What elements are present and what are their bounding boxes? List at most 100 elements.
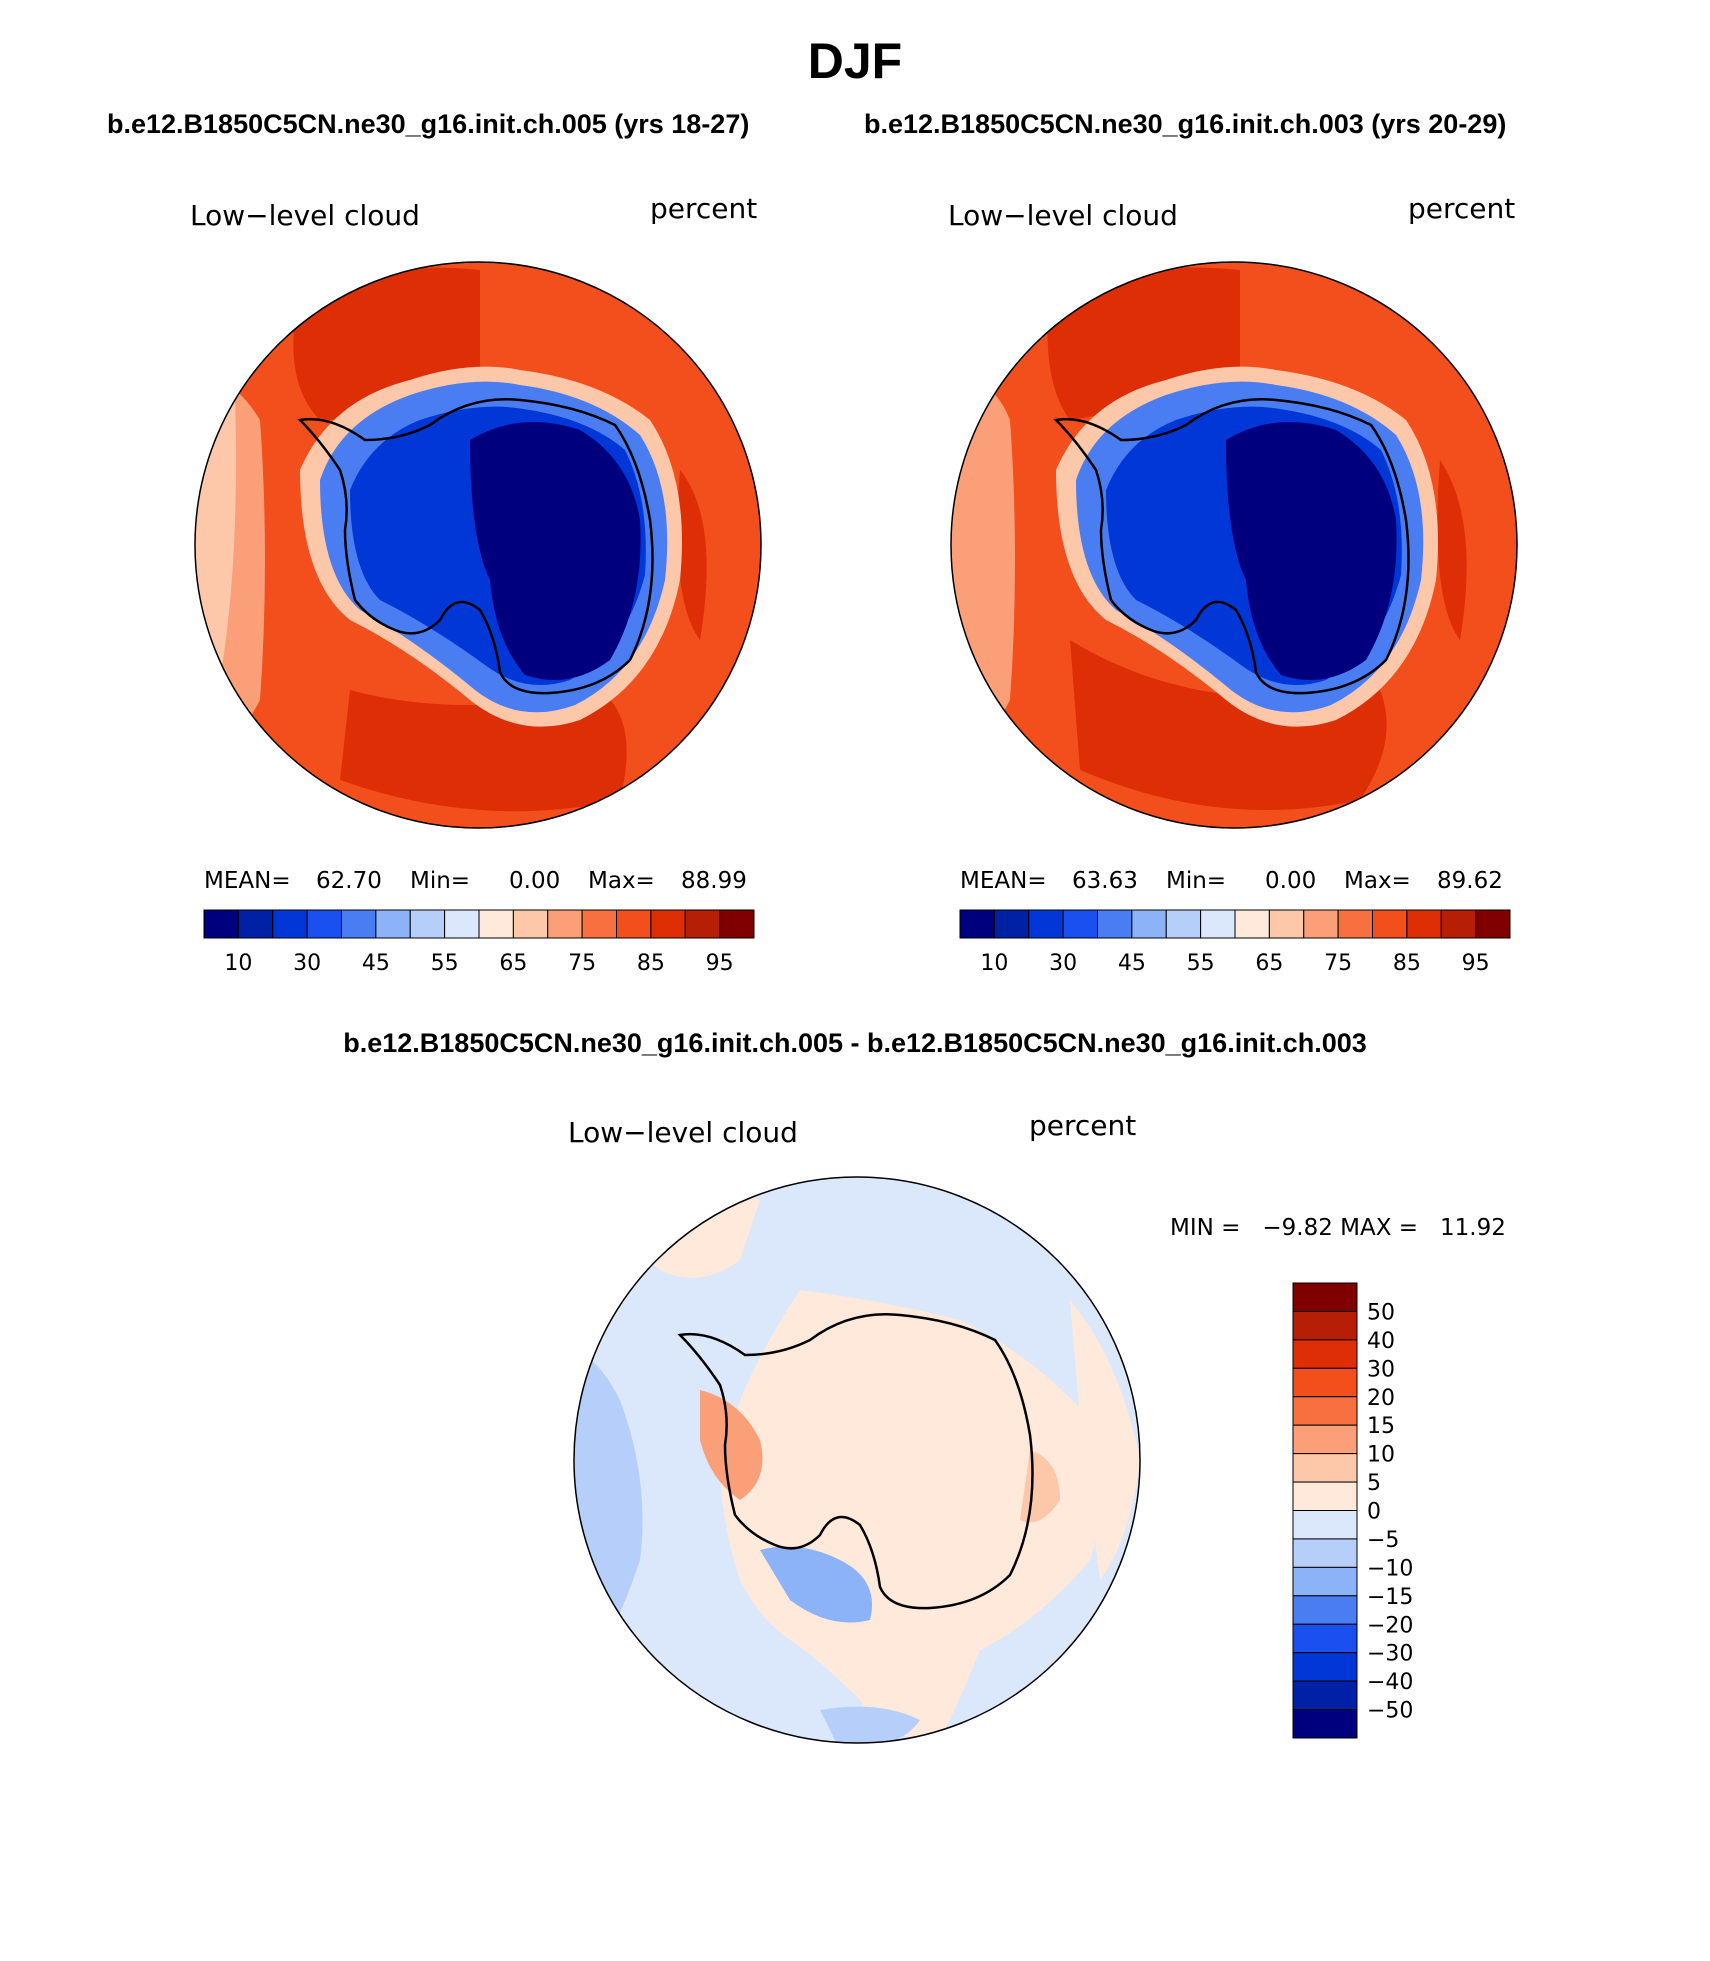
colorbar-tick-label: 10 <box>224 951 252 976</box>
colorbar-tick-label: −20 <box>1367 1613 1413 1638</box>
variable-label: Low−level cloud <box>948 199 1178 232</box>
colorbar-case2: 10 30 45 55 65 75 85 95 <box>959 909 1511 976</box>
max-label: Max= <box>1344 868 1411 894</box>
colorbar-swatch <box>1292 1481 1358 1511</box>
colorbar-swatch <box>1440 909 1477 939</box>
variable-label: Low−level cloud <box>568 1116 798 1149</box>
map-region-mid <box>951 378 1015 736</box>
colorbar-tick-label: 10 <box>980 951 1008 976</box>
colorbar-swatch <box>650 909 686 939</box>
colorbar-swatch <box>1475 909 1511 939</box>
map-coastline <box>677 1313 1034 1610</box>
colorbar-tick-label: −10 <box>1367 1556 1413 1581</box>
colorbar-tick-label: 75 <box>568 951 596 976</box>
colorbar-swatch <box>1292 1424 1358 1455</box>
colorbar-swatch <box>1028 909 1064 939</box>
colorbar-tick-label: 45 <box>362 951 390 976</box>
panel-case2: Low−level cloud percent MEAN= 63.63 Min=… <box>948 192 1518 976</box>
colorbar-tick-label: 85 <box>637 951 665 976</box>
colorbar-swatch <box>1131 909 1167 939</box>
colorbar-swatch <box>272 909 308 939</box>
colorbar-swatch <box>684 909 721 939</box>
map-region-negative <box>760 1546 872 1623</box>
map-border <box>950 261 1518 829</box>
colorbar-swatch <box>1292 1282 1358 1312</box>
map-region-interior <box>470 422 641 680</box>
map-coastline <box>297 398 654 695</box>
colorbar-tick-label: 30 <box>293 951 321 976</box>
colorbar-tick-label: 55 <box>1187 951 1215 976</box>
colorbar-swatch <box>993 909 1030 939</box>
map-region-high <box>1070 640 1387 810</box>
mean-label: MEAN= <box>204 868 291 894</box>
colorbar-swatch <box>1292 1396 1358 1426</box>
colorbar-tick-label: 85 <box>1393 951 1421 976</box>
colorbar-swatch <box>1292 1310 1358 1341</box>
colorbar-swatch <box>1292 1623 1358 1654</box>
polar-map-case2 <box>951 262 1517 828</box>
map-coastline <box>1053 398 1410 695</box>
colorbar-swatch <box>719 909 755 939</box>
max-label: Max= <box>588 868 655 894</box>
colorbar-swatch <box>1200 909 1236 939</box>
colorbar-swatch <box>959 909 995 939</box>
min-label: Min= <box>410 868 470 894</box>
colorbar-swatch <box>1292 1339 1358 1369</box>
colorbar-swatch <box>1097 909 1133 939</box>
colorbar-case1: 10 30 45 55 65 75 85 95 <box>203 909 755 976</box>
colorbar-swatch <box>1292 1367 1358 1398</box>
colorbar-tick-label: 10 <box>1367 1443 1395 1468</box>
colorbar-swatch <box>1165 909 1202 939</box>
colorbar-swatch <box>1292 1595 1358 1625</box>
colorbar-tick-label: −40 <box>1367 1670 1413 1695</box>
colorbar-swatch <box>1292 1680 1358 1711</box>
colorbar-swatch <box>616 909 652 939</box>
map-region-peninsula-positive <box>700 1390 763 1500</box>
colorbar-swatch <box>1303 909 1339 939</box>
colorbar-tick-label: 40 <box>1367 1329 1395 1354</box>
min-label: Min= <box>1166 868 1226 894</box>
colorbar-tick-label: 75 <box>1324 951 1352 976</box>
min-value: 0.00 <box>509 868 560 894</box>
mean-value: 62.70 <box>316 868 382 894</box>
colorbar-swatch <box>581 909 617 939</box>
map-region-negative <box>820 1706 920 1743</box>
case1-title: b.e12.B1850C5CN.ne30_g16.init.ch.005 (yr… <box>107 109 749 139</box>
colorbar-tick-label: 45 <box>1118 951 1146 976</box>
diff-minmax-text: MIN = −9.82 MAX = 11.92 <box>1170 1215 1506 1241</box>
colorbar-tick-label: 20 <box>1367 1386 1395 1411</box>
colorbar-tick-label: −30 <box>1367 1642 1413 1667</box>
colorbar-swatch <box>1292 1453 1358 1483</box>
colorbar-tick-label: 95 <box>1462 951 1490 976</box>
colorbar-tick-label: 30 <box>1367 1357 1395 1382</box>
colorbar-swatch <box>203 909 239 939</box>
min-value: 0.00 <box>1265 868 1316 894</box>
stats-line: MEAN= 63.63 Min= 0.00 Max= 89.62 <box>960 868 1503 894</box>
colorbar-tick-label: −15 <box>1367 1585 1413 1610</box>
colorbar-swatch <box>341 909 377 939</box>
map-region-high <box>1437 460 1467 640</box>
map-border <box>194 261 762 829</box>
mean-value: 63.63 <box>1072 868 1138 894</box>
colorbar-tick-label: −50 <box>1367 1699 1413 1724</box>
colorbar-swatch <box>306 909 342 939</box>
colorbar-swatch <box>237 909 274 939</box>
colorbar-swatch <box>1292 1510 1358 1540</box>
colorbar-swatch <box>375 909 411 939</box>
units-label: percent <box>1029 1109 1136 1142</box>
stats-line: MEAN= 62.70 Min= 0.00 Max= 88.99 <box>204 868 747 894</box>
panel-case1: Low−level cloud percent MEAN= 62.70 Min=… <box>190 192 762 976</box>
polar-map-case1 <box>195 262 761 828</box>
colorbar-tick-label: 55 <box>431 951 459 976</box>
map-region-interior <box>1226 422 1397 680</box>
colorbar-tick-label: 30 <box>1049 951 1077 976</box>
map-region-positive <box>1070 1300 1140 1580</box>
panel-diff: Low−level cloud percent MIN = −9.82 MAX … <box>568 1109 1506 1744</box>
season-title: DJF <box>808 33 902 89</box>
colorbar-swatch <box>409 909 446 939</box>
polar-map-diff <box>574 1177 1140 1743</box>
colorbar-tick-label: 5 <box>1367 1471 1381 1496</box>
colorbar-tick-label: 65 <box>499 951 527 976</box>
colorbar-swatch <box>1292 1652 1358 1682</box>
